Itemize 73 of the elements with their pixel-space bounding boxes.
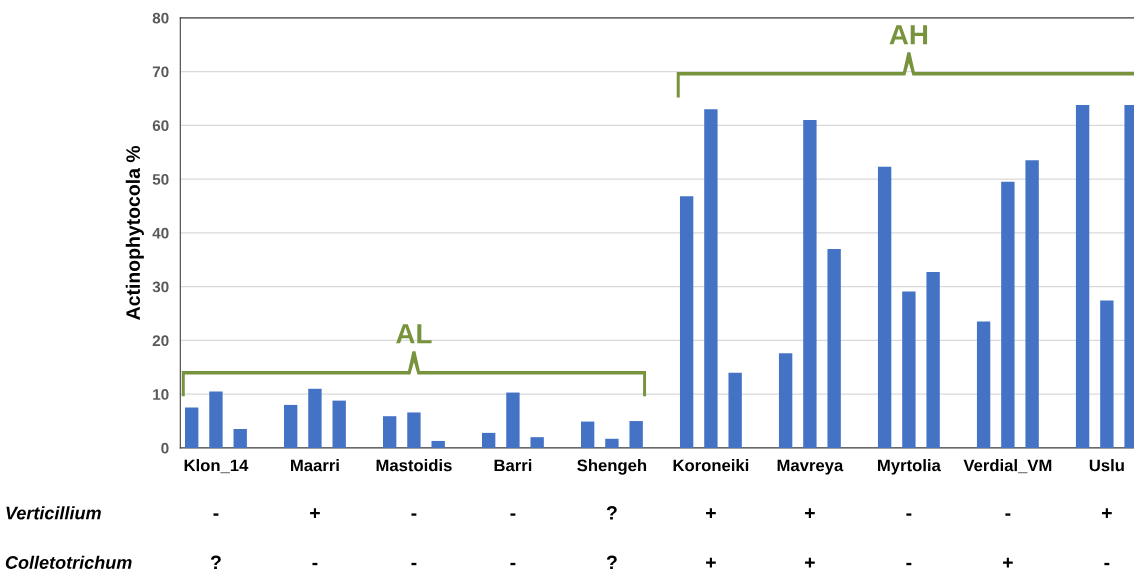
bar (679, 196, 694, 448)
bar (1100, 300, 1114, 448)
x-tick-label: Mavreya (777, 459, 844, 475)
text: + (1003, 557, 1013, 568)
text: + (310, 508, 320, 519)
bar (877, 166, 892, 448)
bar (778, 353, 793, 448)
y-tick-label: 10 (153, 389, 169, 400)
y-tick-label: 20 (152, 335, 169, 347)
bar (209, 391, 223, 448)
bar (506, 392, 520, 448)
text: - (906, 562, 912, 566)
bar (704, 109, 718, 448)
x-tick-label: Uslu (1089, 459, 1124, 472)
x-tick-label: Koroneiki (673, 459, 749, 472)
text: + (805, 557, 815, 568)
y-axis-title: Actinophytocola % (125, 145, 144, 320)
bar (332, 400, 346, 448)
y-tick-label: 60 (152, 120, 169, 132)
y-tick-label: 50 (152, 173, 169, 185)
bar (382, 416, 397, 448)
text: - (510, 513, 516, 516)
bar (233, 429, 247, 448)
y-tick-label: 40 (152, 227, 169, 239)
annotation: AH (889, 25, 928, 45)
y-tick-label: 30 (152, 281, 169, 293)
bar (1075, 104, 1090, 448)
text: - (411, 562, 417, 566)
text: ? (606, 506, 617, 520)
x-tick-label: Verdial_VM (963, 459, 1052, 474)
bar (803, 119, 817, 448)
bar (580, 421, 595, 448)
bar (1025, 160, 1039, 448)
text: + (706, 557, 716, 568)
bar (605, 438, 619, 448)
y-tick-label: 70 (152, 66, 169, 78)
text: - (213, 513, 219, 516)
bar (629, 421, 643, 448)
bar (308, 388, 322, 448)
bar (827, 249, 841, 448)
text: Verticillium (6, 506, 101, 520)
bar (976, 321, 991, 448)
x-tick-label: Mastoidis (376, 459, 452, 472)
text: + (706, 508, 716, 519)
annotation: AL (396, 324, 432, 344)
x-tick-label: Myrtolia (878, 459, 941, 475)
bar (284, 404, 298, 448)
y-tick-label: 80 (152, 12, 169, 24)
bar (728, 372, 742, 448)
text: - (411, 513, 417, 516)
y-tick-label: 0 (161, 442, 169, 454)
text: - (1104, 562, 1110, 566)
x-tick-label: Maarri (291, 459, 339, 472)
bar (1001, 181, 1015, 448)
x-tick-label: Klon_14 (184, 459, 249, 474)
bar (902, 291, 916, 448)
text: + (805, 508, 815, 519)
bar (185, 407, 199, 448)
text: ? (210, 555, 221, 570)
x-tick-label: Shengeh (577, 459, 647, 475)
bar (481, 432, 496, 448)
bar (431, 440, 445, 448)
text: - (510, 562, 516, 566)
x-tick-label: Barri (494, 459, 532, 472)
text: + (1102, 508, 1112, 519)
text: Colletotrichum (5, 555, 132, 569)
text: - (312, 562, 318, 566)
bar (407, 412, 421, 448)
bar (926, 272, 940, 448)
text: ? (606, 555, 617, 570)
bar (530, 437, 544, 448)
text: - (906, 513, 912, 516)
text: - (1005, 513, 1011, 516)
